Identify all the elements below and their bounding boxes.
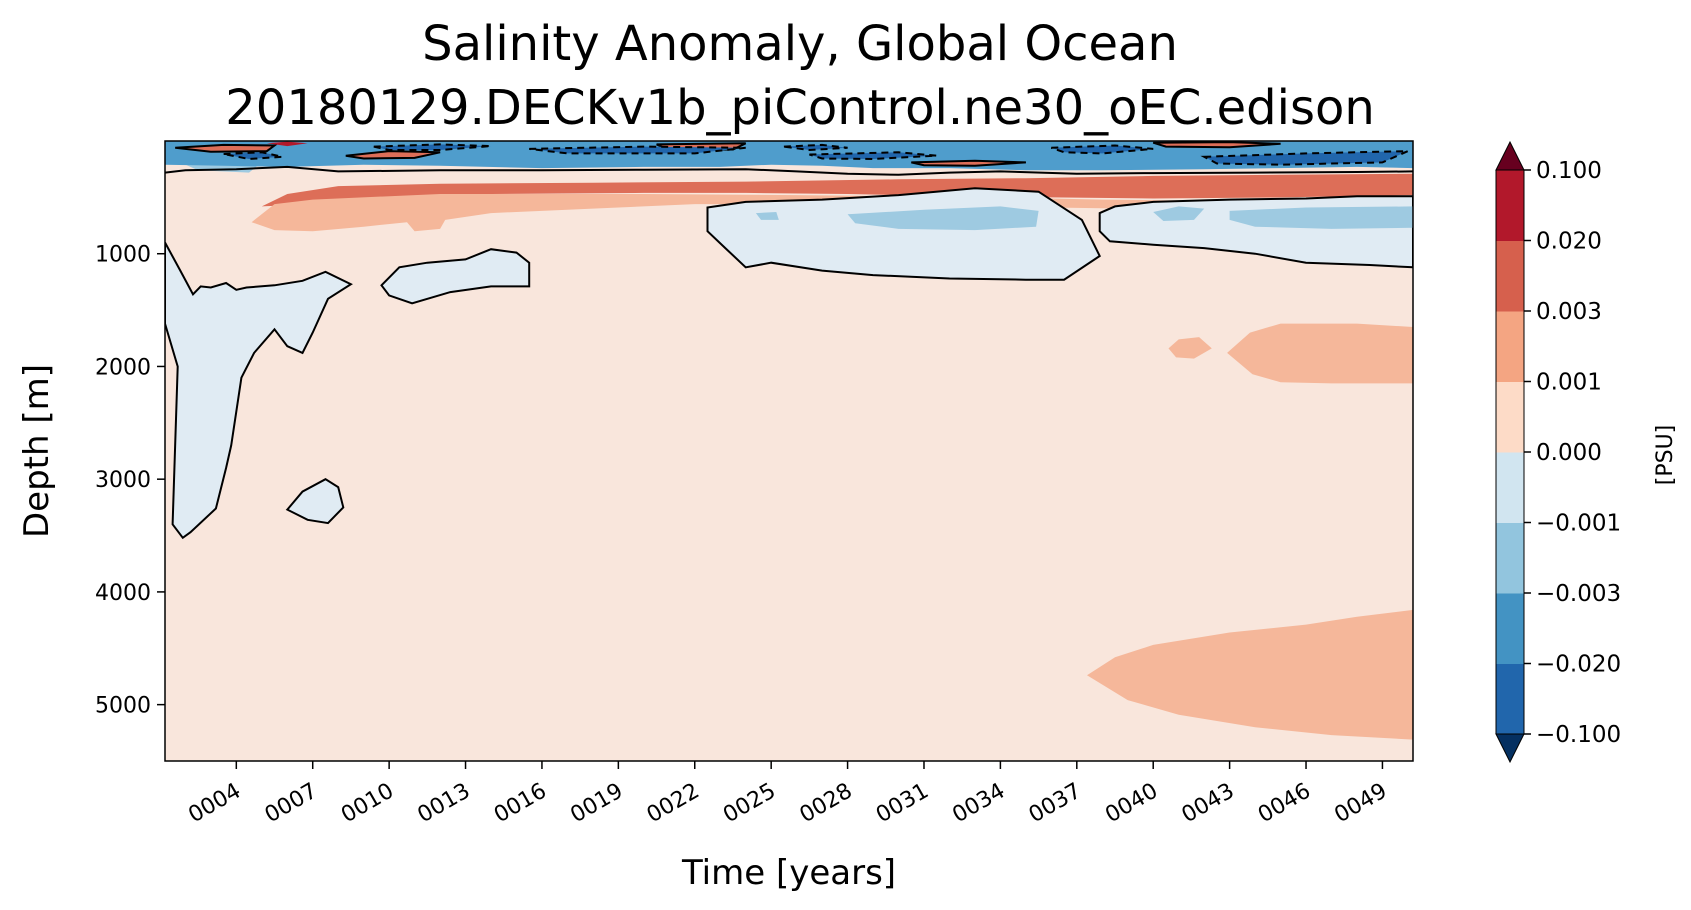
y-tick-label: 3000	[95, 468, 151, 493]
zero-contour-lines	[165, 165, 1413, 176]
contour-region-28	[783, 143, 848, 152]
x-axis-ticks: 0004 0007 0010 0013 0016 0019 0022 0025 0028 0031…	[184, 761, 1391, 828]
contour-region-2	[1227, 323, 1413, 384]
y-tick-label: 2000	[95, 355, 151, 380]
colorbar-tick-label: 0.100	[1536, 158, 1602, 184]
colorbar: −0.100 −0.020 −0.003 −0.001 0.000 0.001 0.003 0…	[1495, 140, 1621, 764]
colorbar-segment	[1496, 452, 1524, 523]
colorbar-extend-high	[1495, 140, 1525, 171]
contour-region-13	[1229, 206, 1413, 229]
x-tick-label: 0004	[184, 779, 245, 829]
colorbar-segment	[1496, 381, 1524, 453]
colorbar-extend-low	[1495, 733, 1525, 764]
x-tick-label: 0022	[643, 779, 704, 829]
contour-region-3	[1168, 337, 1212, 359]
colorbar-segment	[1496, 170, 1524, 241]
colorbar-tick-label: 0.003	[1536, 299, 1602, 325]
contour-region-6	[380, 248, 531, 305]
contour-region-24	[809, 151, 937, 161]
y-axis-label: Depth [m]	[17, 364, 57, 538]
contour-region-12	[1153, 206, 1205, 221]
x-axis-label: Time [years]	[681, 853, 896, 893]
x-tick-label: 0028	[796, 779, 857, 829]
colorbar-label: [PSU]	[1653, 425, 1678, 486]
contour-region-10	[847, 206, 1039, 231]
plot-area	[165, 141, 1413, 761]
zero-contour-0	[165, 165, 1413, 176]
colorbar-tick-label: −0.100	[1536, 722, 1621, 748]
plot-frame	[164, 140, 1414, 762]
x-tick-label: 0043	[1178, 779, 1239, 829]
x-tick-label: 0046	[1254, 779, 1315, 829]
colorbar-tick-label: −0.020	[1536, 652, 1621, 678]
contour-regions	[165, 141, 1413, 740]
contour-region-21	[266, 141, 308, 147]
colorbar-segment	[1496, 663, 1524, 735]
colorbar-tick-label: 0.000	[1536, 440, 1602, 466]
contour-region-22	[373, 143, 492, 151]
colorbar-tick-label: −0.003	[1536, 581, 1621, 607]
contour-region-5	[165, 242, 353, 540]
colorbar-segment	[1496, 522, 1524, 594]
x-tick-label: 0016	[490, 779, 551, 829]
y-tick-label: 4000	[95, 581, 151, 606]
contour-region-11	[755, 212, 779, 220]
colorbar-tick-label: 0.020	[1536, 229, 1602, 255]
x-tick-label: 0037	[1025, 779, 1086, 829]
x-tick-label: 0007	[261, 779, 322, 829]
contour-region-25	[1050, 144, 1154, 155]
contour-region-19	[1152, 141, 1281, 149]
chart-title: Salinity Anomaly, Global Ocean	[422, 16, 1178, 72]
chart-subtitle: 20180129.DECKv1b_piControl.ne30_oEC.edis…	[225, 80, 1374, 136]
x-tick-label: 0034	[948, 779, 1009, 829]
contour-region-0	[261, 173, 1413, 207]
colorbar-tick-label: 0.001	[1536, 370, 1602, 396]
x-tick-label: 0025	[719, 779, 780, 829]
x-tick-label: 0010	[337, 779, 398, 829]
colorbar-segment	[1496, 593, 1524, 664]
contour-region-20	[911, 159, 1026, 167]
x-tick-label: 0049	[1330, 779, 1391, 829]
colorbar-tick-label: −0.001	[1536, 511, 1621, 537]
contour-region-17	[345, 150, 441, 160]
contour-region-4	[1087, 609, 1413, 740]
contour-region-1	[251, 194, 1413, 232]
contour-region-26	[1200, 150, 1409, 166]
y-axis-ticks: 1000 2000 3000 4000 5000	[95, 243, 165, 719]
contour-region-16	[175, 143, 278, 153]
y-tick-label: 5000	[95, 694, 151, 719]
contour-region-23	[529, 145, 746, 155]
x-tick-label: 0031	[872, 779, 933, 829]
contour-region-7	[285, 478, 345, 525]
y-tick-label: 1000	[95, 243, 151, 268]
x-tick-label: 0019	[566, 779, 627, 829]
contour-region-27	[223, 151, 283, 161]
colorbar-segment	[1496, 240, 1524, 312]
x-tick-label: 0013	[414, 779, 475, 829]
colorbar-segment	[1496, 311, 1524, 382]
x-tick-label: 0040	[1101, 779, 1162, 829]
